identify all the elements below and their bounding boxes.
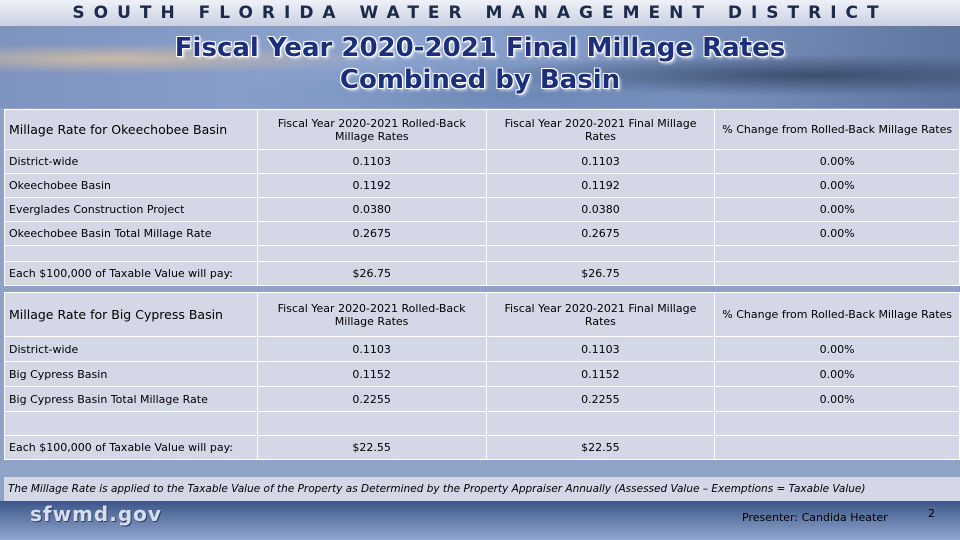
table-cell: $22.55	[256, 435, 487, 460]
table-cell: 0.1192	[256, 173, 487, 198]
agency-banner: SOUTH FLORIDA WATER MANAGEMENT DISTRICT	[0, 0, 960, 26]
row-label: Each $100,000 of Taxable Value will pay:	[4, 261, 258, 286]
table-cell: 0.1152	[256, 361, 487, 387]
table-cell: 0.1103	[485, 336, 716, 362]
okeechobee-millage-table: Millage Rate for Okeechobee Basin Fiscal…	[4, 109, 960, 286]
row-label: District-wide	[4, 149, 258, 174]
slide-title: Fiscal Year 2020-2021 Final Millage Rate…	[0, 32, 960, 96]
row-label: District-wide	[4, 336, 258, 362]
footer-bar	[0, 501, 960, 540]
row-label: Big Cypress Basin	[4, 361, 258, 387]
sfwmd-logo: sfwmd.gov	[30, 502, 162, 526]
column-header: Fiscal Year 2020-2021 Final Millage Rate…	[485, 292, 716, 337]
column-header: Millage Rate for Okeechobee Basin	[4, 109, 258, 150]
table-cell: 0.2255	[485, 386, 716, 412]
table-header-row: Millage Rate for Big Cypress Basin Fisca…	[4, 292, 960, 337]
table-cell: 0.00%	[714, 173, 960, 198]
table-row: Big Cypress Basin Total Millage Rate 0.2…	[4, 386, 960, 412]
table-cell: 0.00%	[714, 221, 960, 246]
table-cell: 0.0380	[256, 197, 487, 222]
table-cell: $26.75	[485, 261, 716, 286]
table-row: Everglades Construction Project 0.0380 0…	[4, 197, 960, 222]
table-cell: 0.00%	[714, 149, 960, 174]
table-cell: 0.2675	[485, 221, 716, 246]
table-cell: 0.0380	[485, 197, 716, 222]
row-label: Okeechobee Basin	[4, 173, 258, 198]
table-cell: 0.00%	[714, 386, 960, 412]
column-header: Fiscal Year 2020-2021 Final Millage Rate…	[485, 109, 716, 150]
table-row: Okeechobee Basin 0.1192 0.1192 0.00%	[4, 173, 960, 198]
header-photo	[0, 26, 960, 108]
table-header-row: Millage Rate for Okeechobee Basin Fiscal…	[4, 109, 960, 150]
table-cell: 0.1192	[485, 173, 716, 198]
table-cell: 0.00%	[714, 361, 960, 387]
column-header: % Change from Rolled-Back Millage Rates	[714, 292, 960, 337]
table-row: District-wide 0.1103 0.1103 0.00%	[4, 149, 960, 174]
title-line-2: Combined by Basin	[339, 65, 621, 95]
column-header: Fiscal Year 2020-2021 Rolled-Back Millag…	[256, 292, 487, 337]
table-cell	[714, 435, 960, 460]
column-header: % Change from Rolled-Back Millage Rates	[714, 109, 960, 150]
table-row: Big Cypress Basin 0.1152 0.1152 0.00%	[4, 361, 960, 387]
table-cell: $22.55	[485, 435, 716, 460]
table-cell: 0.1103	[256, 336, 487, 362]
table-cell: 0.1103	[485, 149, 716, 174]
row-label: Each $100,000 of Taxable Value will pay:	[4, 435, 258, 460]
title-line-1: Fiscal Year 2020-2021 Final Millage Rate…	[174, 33, 786, 63]
table-cell: 0.1103	[256, 149, 487, 174]
footnote: The Millage Rate is applied to the Taxab…	[4, 477, 960, 501]
table-row: Okeechobee Basin Total Millage Rate 0.26…	[4, 221, 960, 246]
table-row: Each $100,000 of Taxable Value will pay:…	[4, 435, 960, 460]
table-cell: 0.2675	[256, 221, 487, 246]
table-cell: $26.75	[256, 261, 487, 286]
column-header: Fiscal Year 2020-2021 Rolled-Back Millag…	[256, 109, 487, 150]
spacer-row	[4, 245, 960, 262]
table-row: District-wide 0.1103 0.1103 0.00%	[4, 336, 960, 362]
row-label: Okeechobee Basin Total Millage Rate	[4, 221, 258, 246]
table-cell: 0.1152	[485, 361, 716, 387]
spacer-row	[4, 411, 960, 436]
table-cell: 0.00%	[714, 336, 960, 362]
table-cell: 0.2255	[256, 386, 487, 412]
table-cell	[714, 261, 960, 286]
table-cell: 0.00%	[714, 197, 960, 222]
presenter-credit: Presenter: Candida Heater	[742, 511, 888, 524]
row-label: Everglades Construction Project	[4, 197, 258, 222]
column-header: Millage Rate for Big Cypress Basin	[4, 292, 258, 337]
page-number: 2	[928, 507, 935, 520]
table-row: Each $100,000 of Taxable Value will pay:…	[4, 261, 960, 286]
row-label: Big Cypress Basin Total Millage Rate	[4, 386, 258, 412]
big-cypress-millage-table: Millage Rate for Big Cypress Basin Fisca…	[4, 292, 960, 460]
